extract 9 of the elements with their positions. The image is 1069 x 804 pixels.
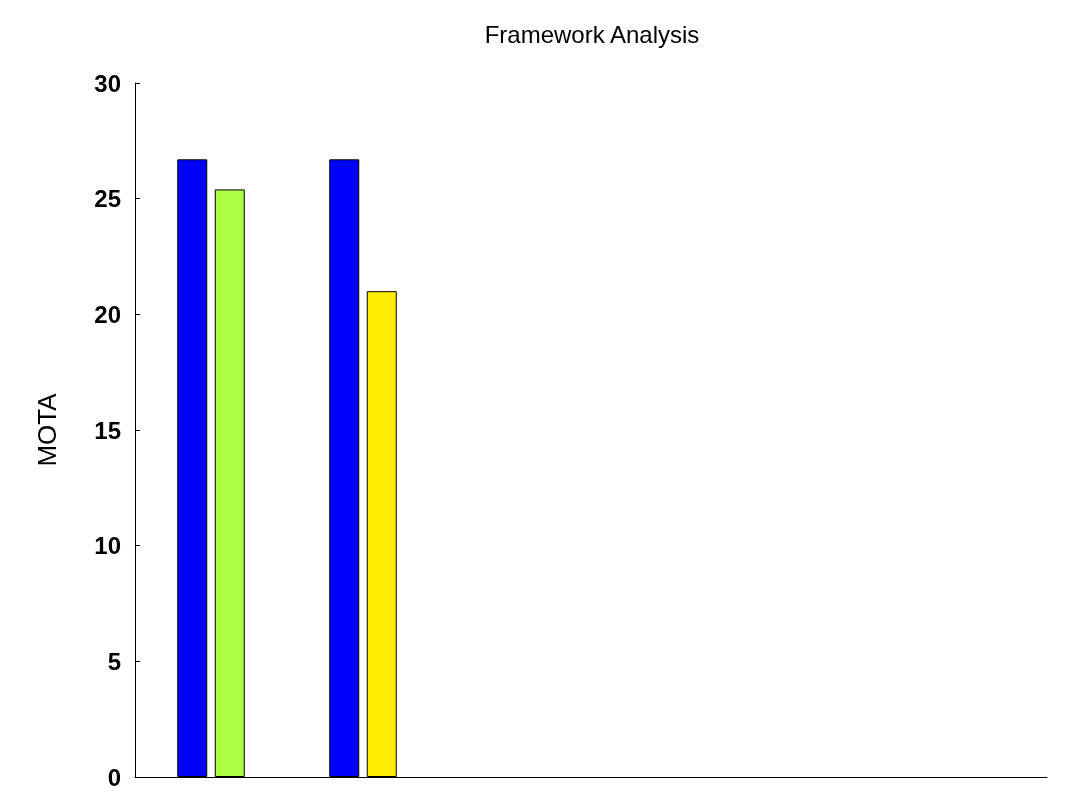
y-tick-label: 15: [94, 416, 121, 444]
y-tick-label: 20: [94, 300, 121, 328]
y-tick-label: 30: [94, 69, 121, 97]
y-tick-label: 5: [107, 647, 121, 675]
y-axis-title: MOTA: [32, 392, 62, 467]
y-tick-label: 10: [94, 532, 121, 560]
y-tick-label: 0: [107, 763, 121, 791]
y-tick-label: 25: [94, 185, 121, 213]
chart-title: Framework Analysis: [484, 20, 700, 48]
